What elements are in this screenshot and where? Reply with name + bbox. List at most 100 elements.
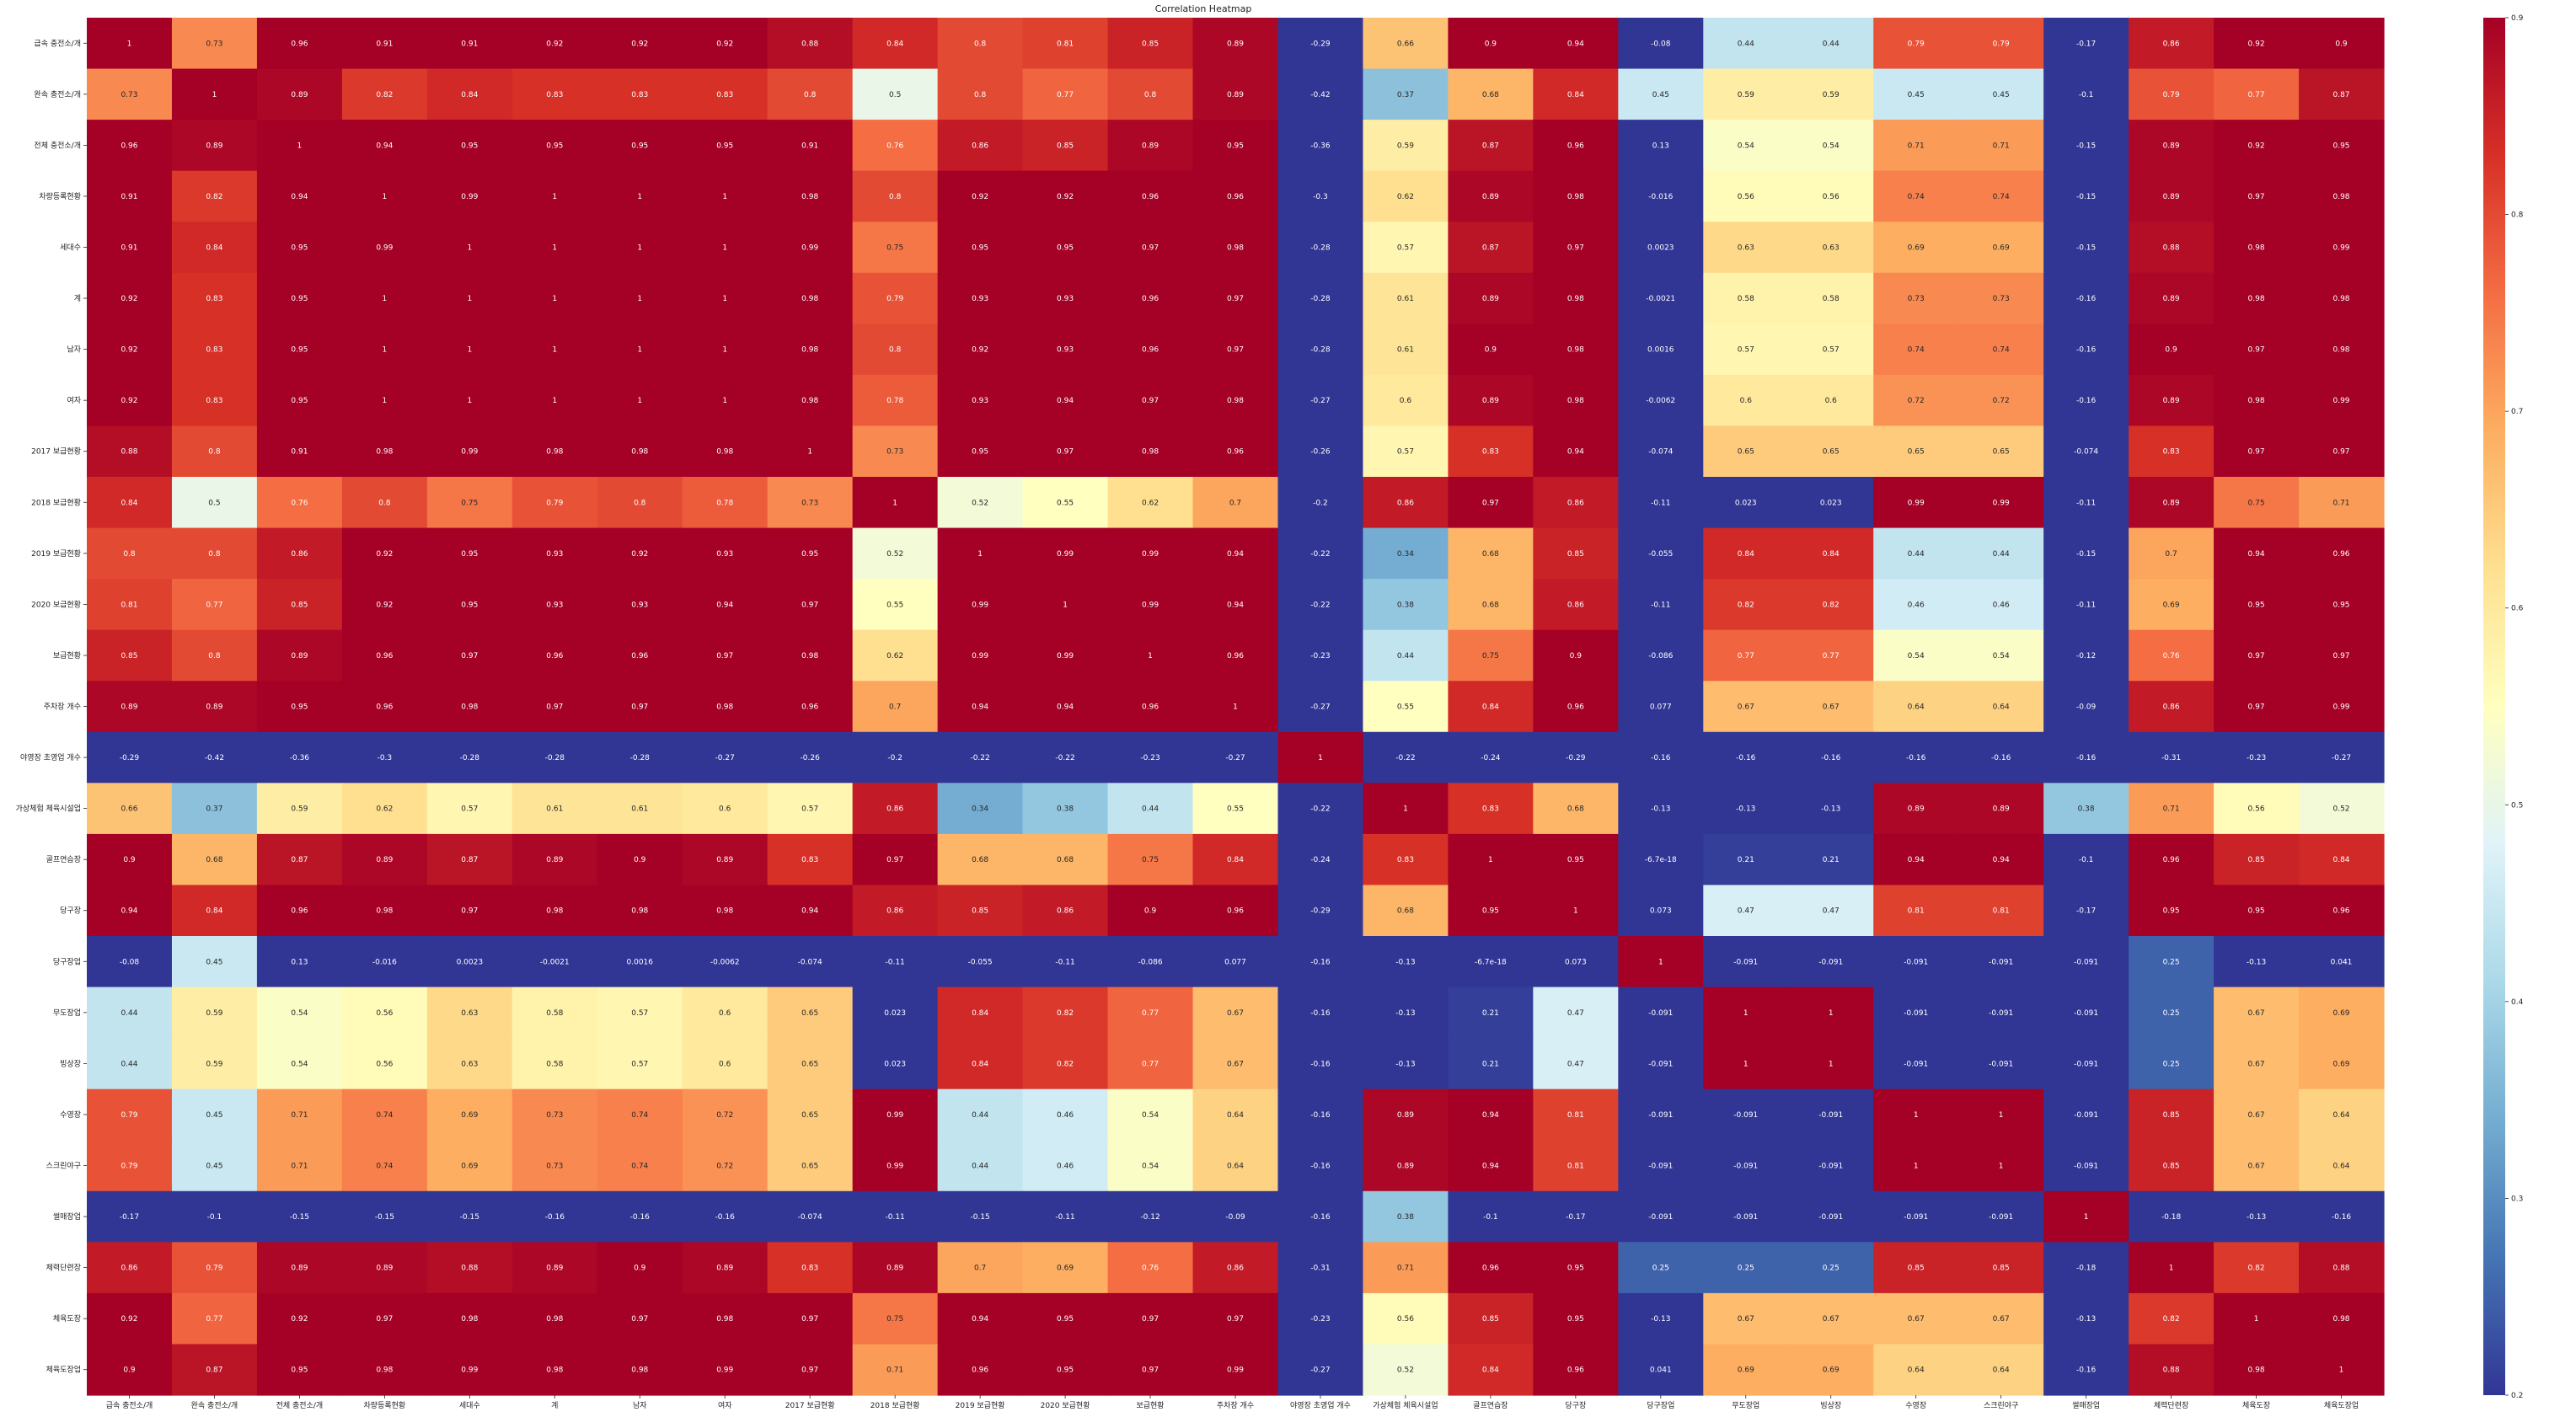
heatmap-cell <box>1107 18 1194 70</box>
heatmap-cell-value: 0.58 <box>1738 295 1754 303</box>
heatmap-cell <box>1873 833 1959 886</box>
heatmap-cell <box>87 1088 173 1141</box>
heatmap-cell <box>2129 477 2215 529</box>
x-axis-tick-label: 골프연습장 <box>1473 1401 1508 1410</box>
heatmap-cell-value: 0.96 <box>972 1367 988 1375</box>
heatmap-cell <box>1022 374 1109 427</box>
heatmap-cell <box>852 18 939 70</box>
heatmap-cell-value: 0.99 <box>1908 499 1925 507</box>
x-axis-tick-label: 당구장 <box>1565 1401 1586 1410</box>
heatmap-cell-value: -0.28 <box>545 754 565 762</box>
heatmap-cell-value: 0.86 <box>886 907 903 916</box>
heatmap-cell <box>1107 936 1194 988</box>
heatmap-cell <box>937 936 1024 988</box>
heatmap-cell <box>426 324 513 376</box>
heatmap-cell-value: -0.091 <box>2074 958 2098 966</box>
heatmap-cell-value: 0.96 <box>2332 907 2349 916</box>
heatmap-cell-value: -0.12 <box>1140 1213 1159 1222</box>
heatmap-cell-value: -0.091 <box>1904 1213 1928 1222</box>
heatmap-cell <box>1873 222 1959 274</box>
heatmap-cell-value: -0.091 <box>1648 1163 1673 1171</box>
heatmap-cell <box>597 1242 683 1294</box>
heatmap-cell-value: 0.96 <box>1142 193 1159 201</box>
heatmap-cell <box>682 987 769 1039</box>
heatmap-cell-value: -0.091 <box>1648 1213 1673 1222</box>
heatmap-cell-value: -0.091 <box>1733 1163 1758 1171</box>
heatmap-cell <box>682 885 769 937</box>
heatmap-cell-value: 0.96 <box>1227 652 1244 661</box>
y-axis-tick-label: 당구장업 <box>53 957 81 966</box>
heatmap-cell <box>597 222 683 274</box>
y-axis-tick-label: 수영장 <box>60 1110 81 1120</box>
x-axis-tick-label: 차량등록현황 <box>364 1400 406 1410</box>
heatmap-cell <box>2043 527 2129 580</box>
heatmap-cell <box>256 1038 343 1090</box>
heatmap-cell <box>511 579 598 631</box>
heatmap-cell-value: 0.92 <box>972 346 988 355</box>
heatmap-cell-value: 1 <box>2169 1265 2174 1273</box>
heatmap-cell-value: -0.13 <box>2076 1315 2096 1324</box>
heatmap-cell-value: -0.22 <box>1310 550 1330 559</box>
heatmap-cell-value: -0.2 <box>1313 499 1328 507</box>
heatmap-cell-value: -0.26 <box>801 754 821 762</box>
heatmap-cell <box>1618 222 1704 274</box>
heatmap-cell <box>2043 272 2129 324</box>
heatmap-cell <box>1363 1242 1449 1294</box>
heatmap-cell-value: -0.23 <box>1310 1315 1330 1324</box>
heatmap-cell <box>171 374 258 427</box>
heatmap-cell <box>1533 1344 1619 1396</box>
heatmap-cell-value: 1 <box>467 397 472 405</box>
heatmap-cell <box>1022 731 1109 784</box>
heatmap-cell-value: 0.73 <box>801 499 818 507</box>
heatmap-cell-value: 0.99 <box>2332 397 2349 405</box>
heatmap-cell-value: -0.15 <box>460 1213 479 1222</box>
heatmap-cell-value: 0.84 <box>206 907 222 916</box>
heatmap-cell-value: 0.84 <box>972 1060 988 1068</box>
heatmap-cell <box>2043 1088 2129 1141</box>
y-axis-tick-label: 주차장 개수 <box>44 702 81 712</box>
heatmap-cell <box>1107 68 1194 120</box>
heatmap-cell-value: 0.46 <box>1057 1111 1074 1120</box>
heatmap-cell-value: 0.56 <box>1397 1315 1414 1324</box>
heatmap-cell <box>597 170 683 222</box>
heatmap-cell <box>597 18 683 70</box>
heatmap-cell <box>511 1038 598 1090</box>
heatmap-cell-value: 0.64 <box>1908 1367 1925 1375</box>
heatmap-cell <box>1533 833 1619 886</box>
heatmap-cell <box>1873 629 1959 682</box>
heatmap-cell <box>1533 731 1619 784</box>
x-axis-tick-label: 급속 충전소/개 <box>106 1401 153 1410</box>
heatmap-cell <box>171 1190 258 1243</box>
heatmap-cell-value: 0.92 <box>120 397 137 405</box>
heatmap-cell-value: -0.15 <box>375 1213 394 1222</box>
heatmap-cell-value: 0.77 <box>2248 91 2265 99</box>
heatmap-cell-value: 0.67 <box>2248 1009 2265 1018</box>
heatmap-cell <box>341 477 428 529</box>
heatmap-cell <box>1873 681 1959 733</box>
heatmap-cell <box>87 1242 173 1294</box>
heatmap-cell <box>2214 936 2300 988</box>
heatmap-cell-value: 0.95 <box>1482 907 1499 916</box>
heatmap-cell <box>597 987 683 1039</box>
heatmap-cell <box>1533 936 1619 988</box>
heatmap-cell <box>1107 1344 1194 1396</box>
heatmap-cell <box>2214 1140 2300 1192</box>
heatmap-cell-value: 0.83 <box>801 856 818 864</box>
heatmap-cell-value: 0.56 <box>376 1060 393 1068</box>
heatmap-cell <box>2043 1344 2129 1396</box>
heatmap-cell-value: 0.69 <box>461 1163 478 1171</box>
heatmap-cell-value: 0.66 <box>120 805 137 814</box>
heatmap-cell-value: 0.8 <box>804 91 817 99</box>
heatmap-cell-value: 0.88 <box>461 1265 478 1273</box>
heatmap-cell <box>256 783 343 835</box>
heatmap-cell <box>87 374 173 427</box>
heatmap-cell <box>2214 1344 2300 1396</box>
heatmap-cell <box>2043 1242 2129 1294</box>
heatmap-cell-value: 0.73 <box>546 1163 563 1171</box>
heatmap-cell <box>1618 1344 1704 1396</box>
heatmap-cell <box>426 681 513 733</box>
heatmap-cell <box>1022 222 1109 274</box>
heatmap-cell-value: 0.84 <box>120 499 137 507</box>
heatmap-cell <box>2299 885 2385 937</box>
heatmap-cell-value: 1 <box>722 244 727 253</box>
